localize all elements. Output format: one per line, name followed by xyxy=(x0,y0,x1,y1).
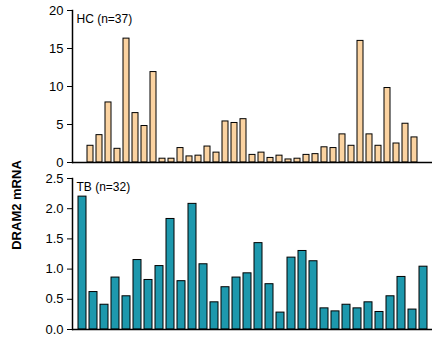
svg-text:2.0: 2.0 xyxy=(45,201,63,216)
svg-text:1.5: 1.5 xyxy=(45,231,63,246)
svg-text:20: 20 xyxy=(49,3,63,18)
svg-text:1.0: 1.0 xyxy=(45,261,63,276)
svg-text:2.5: 2.5 xyxy=(45,171,63,186)
svg-text:0: 0 xyxy=(56,155,63,170)
svg-text:0.5: 0.5 xyxy=(45,291,63,306)
svg-text:0.0: 0.0 xyxy=(45,322,63,337)
html-text:DRAM2 mRNA: DRAM2 mRNA xyxy=(8,160,24,250)
svg-text:HC (n=37): HC (n=37) xyxy=(77,12,133,26)
svg-text:TB (n=32): TB (n=32) xyxy=(77,180,131,194)
svg-text:10: 10 xyxy=(49,79,63,94)
svg-text:15: 15 xyxy=(49,41,63,56)
svg-text:5: 5 xyxy=(56,117,63,132)
